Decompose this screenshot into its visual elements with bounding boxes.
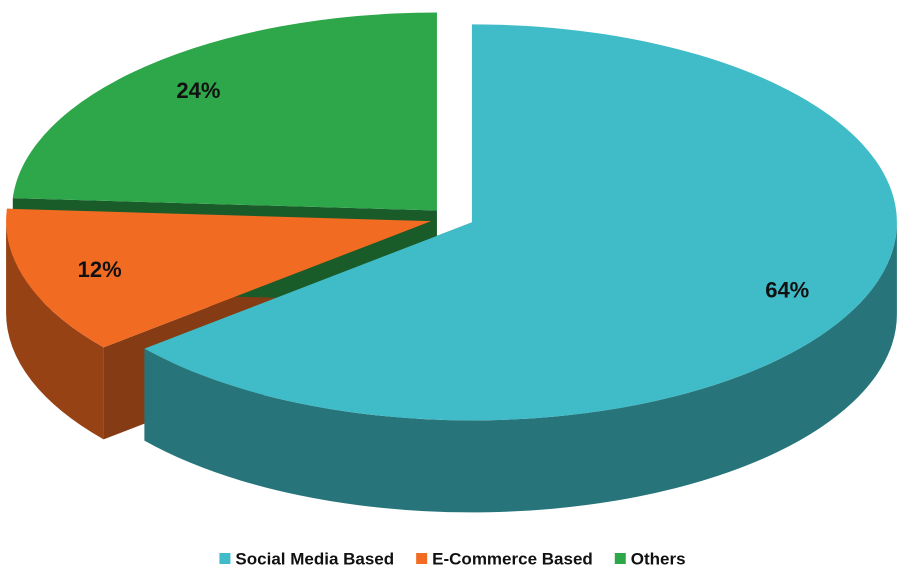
slice-side — [144, 222, 897, 513]
legend-swatch — [614, 553, 626, 564]
value-label: 24% — [176, 78, 220, 103]
legend-label: E-Commerce Based — [432, 549, 593, 568]
pie-slice — [144, 24, 897, 421]
pie-slice — [6, 208, 432, 348]
pie-slice — [12, 12, 437, 211]
legend-swatch — [219, 553, 231, 564]
value-label: 12% — [78, 257, 122, 282]
slice-side — [6, 221, 104, 440]
legend-label: Others — [631, 549, 686, 568]
legend-label: Social Media Based — [235, 549, 394, 568]
legend: Social Media Based E-Commerce Based Others — [219, 549, 686, 568]
value-label: 64% — [765, 277, 809, 302]
legend-swatch — [416, 553, 428, 564]
